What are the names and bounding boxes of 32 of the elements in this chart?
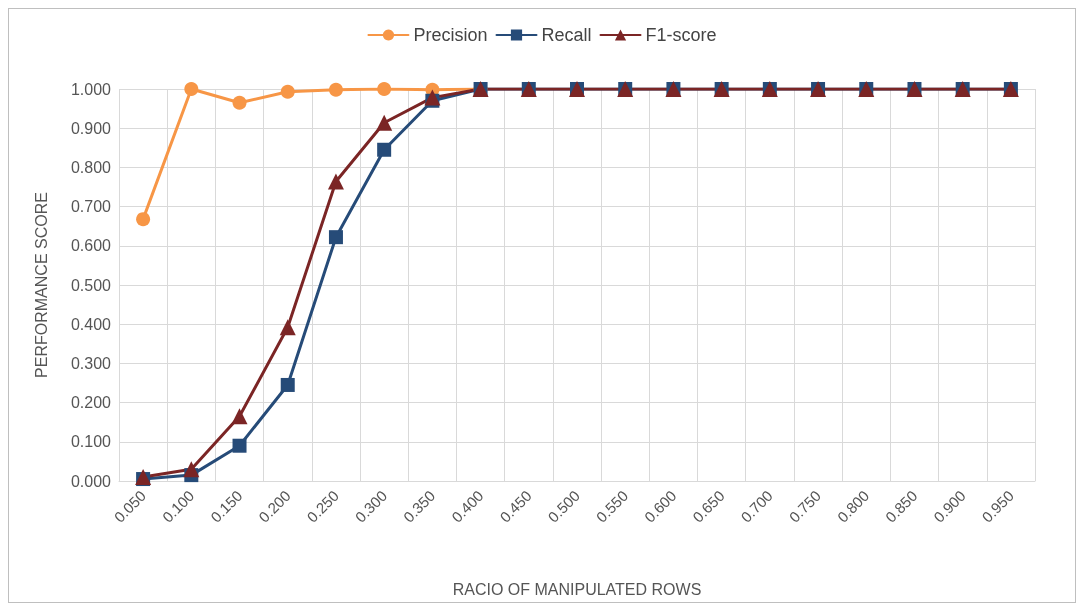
y-tick-label: 0.000 <box>70 472 112 490</box>
point <box>232 95 247 110</box>
y-tick-label: 0.700 <box>70 198 112 216</box>
point <box>183 461 200 478</box>
point <box>184 82 199 96</box>
point <box>377 142 392 157</box>
legend-label: F1-score <box>645 25 717 45</box>
point <box>328 230 343 245</box>
point <box>232 438 247 453</box>
legend-label: Recall <box>541 25 592 45</box>
y-tick-label: 0.200 <box>70 394 112 412</box>
y-tick-label: 0.800 <box>70 158 112 176</box>
y-tick-label: 0.400 <box>70 315 112 333</box>
point <box>328 82 343 97</box>
point <box>327 173 344 190</box>
point <box>231 408 248 425</box>
y-tick-label: 0.600 <box>70 237 112 255</box>
y-tick-label: 1.000 <box>70 80 112 98</box>
point <box>376 114 393 131</box>
y-axis-title: PERFORMANCE SCORE <box>32 192 50 378</box>
point <box>136 212 151 227</box>
point <box>280 377 295 392</box>
point <box>280 84 295 99</box>
y-tick-label: 0.500 <box>70 276 112 294</box>
y-tick-label: 0.900 <box>70 119 112 137</box>
y-tick-label: 0.300 <box>70 354 112 372</box>
point <box>377 82 392 96</box>
point <box>424 89 441 106</box>
x-axis-title: RACIO OF MANIPULATED ROWS <box>452 580 702 598</box>
y-tick-label: 0.100 <box>70 433 112 451</box>
legend-label: Precision <box>413 25 488 45</box>
point <box>279 319 296 336</box>
